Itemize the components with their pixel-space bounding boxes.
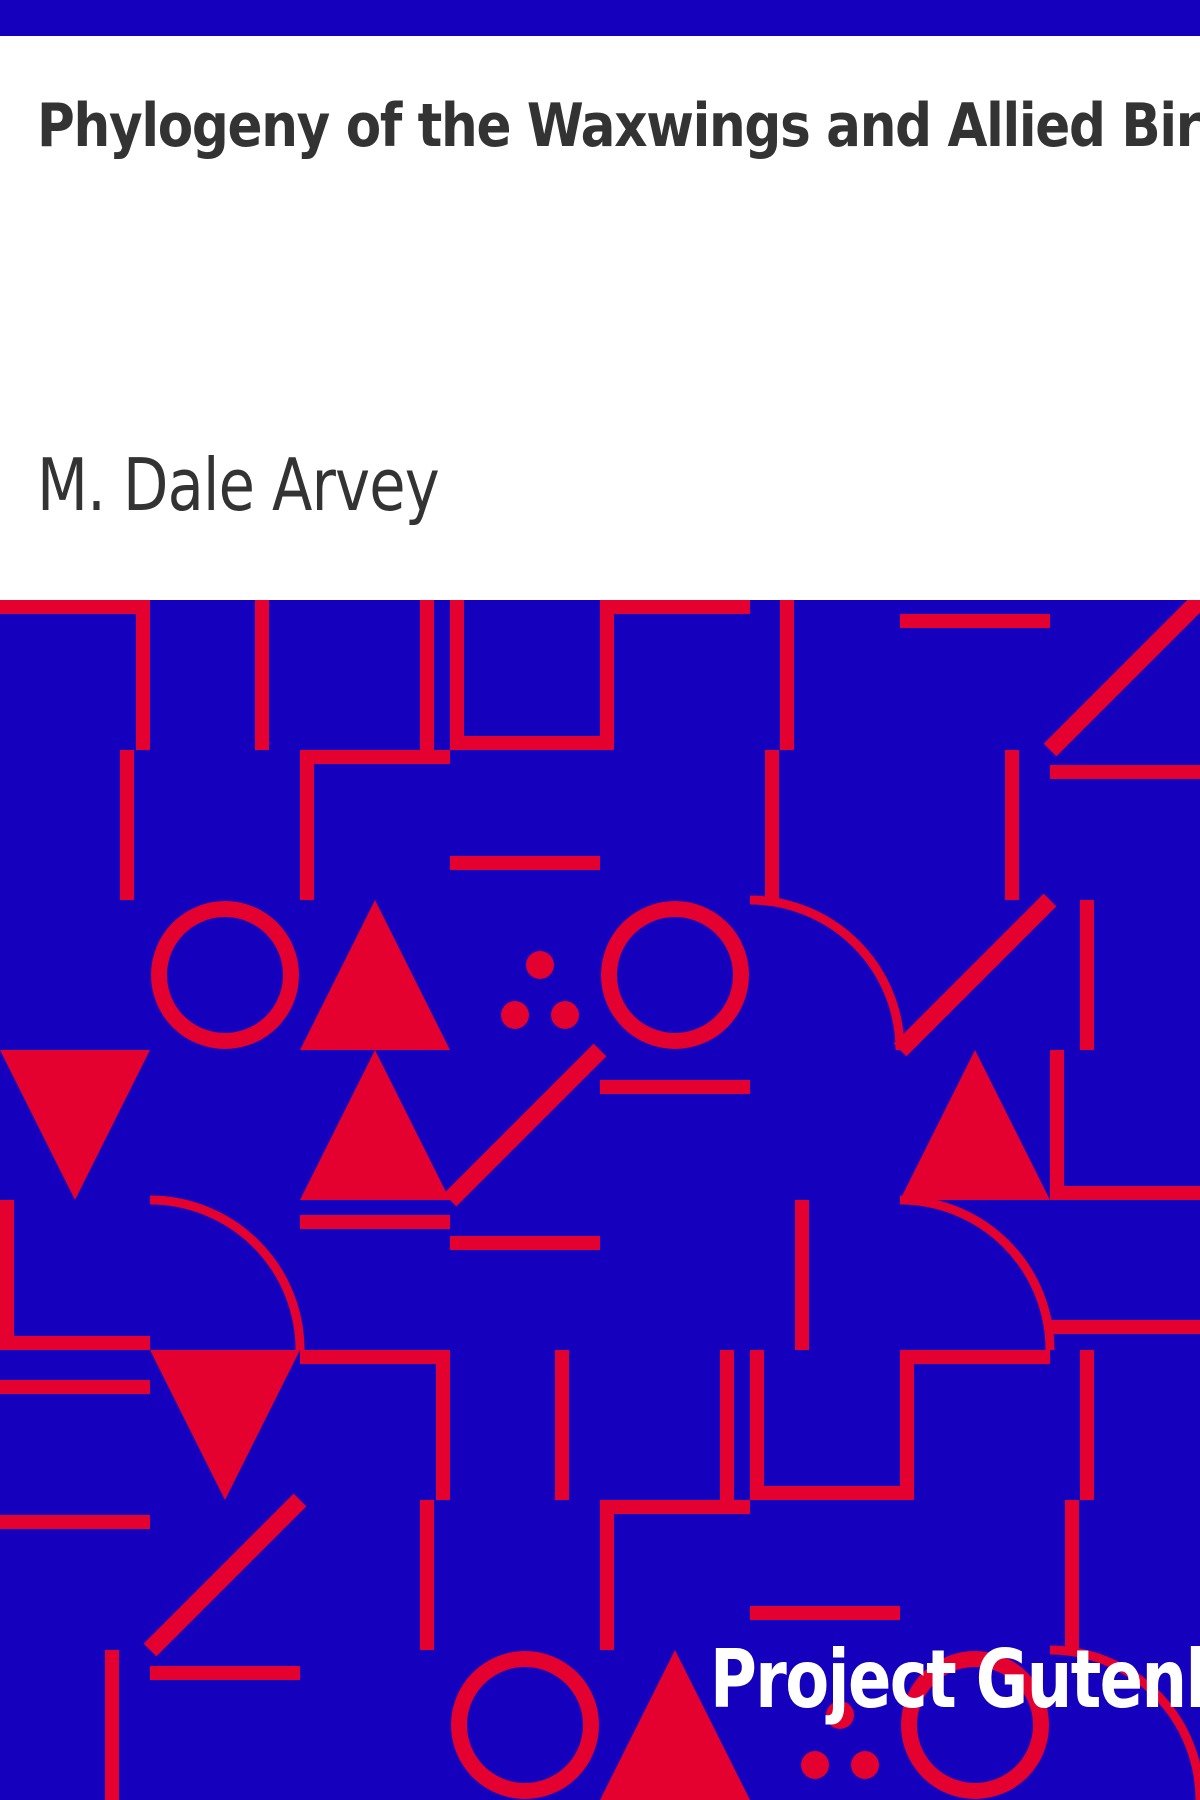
pattern-shapes [0,600,1200,1800]
publisher-name: Project Gutenberg [710,1633,1200,1726]
book-author: M. Dale Arvey [37,443,440,527]
cover-pattern [0,600,1200,1800]
book-title: Phylogeny of the Waxwings and Allied Bir… [37,91,1200,161]
top-color-bar [0,0,1200,36]
